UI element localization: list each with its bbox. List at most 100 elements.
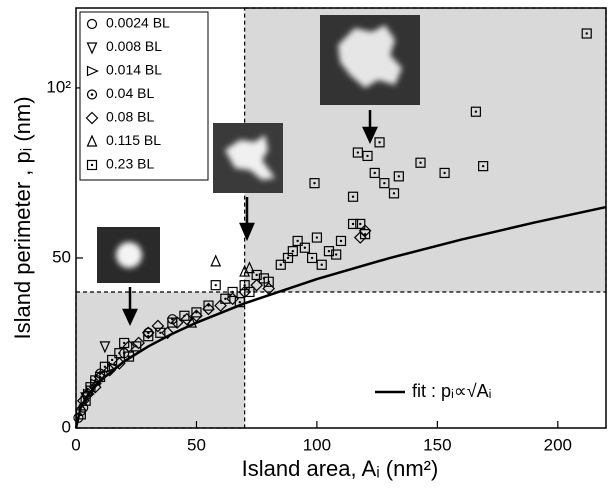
marker-shape xyxy=(388,188,400,199)
marker-shape xyxy=(123,351,135,362)
point xyxy=(99,341,111,354)
point xyxy=(478,161,489,172)
point xyxy=(99,361,111,372)
point xyxy=(234,297,245,308)
legend-box xyxy=(79,11,209,181)
point xyxy=(80,395,91,406)
point xyxy=(202,302,215,316)
marker-shape xyxy=(359,229,371,240)
marker-dot xyxy=(356,151,360,154)
marker-shape xyxy=(86,18,98,30)
marker-shape xyxy=(239,264,251,277)
marker-shape xyxy=(478,161,489,172)
marker-dot xyxy=(351,222,355,226)
marker-dot xyxy=(585,32,588,35)
marker-dot xyxy=(267,280,270,283)
point xyxy=(180,312,194,326)
point xyxy=(123,351,135,362)
marker-shape xyxy=(287,246,298,257)
marker-dot xyxy=(84,399,87,402)
point xyxy=(191,307,202,318)
point xyxy=(369,167,380,179)
marker-shape xyxy=(203,300,214,311)
marker-dot xyxy=(443,171,446,175)
point xyxy=(244,286,255,298)
marker-shape xyxy=(179,310,190,321)
marker-dot xyxy=(296,239,299,243)
marker-shape xyxy=(167,317,178,328)
marker-dot xyxy=(79,413,83,416)
point xyxy=(203,300,214,311)
point xyxy=(374,137,385,148)
marker-shape xyxy=(379,178,390,189)
marker-shape xyxy=(244,261,255,274)
point xyxy=(141,326,155,340)
point xyxy=(161,326,174,340)
marker-dot xyxy=(327,249,331,253)
marker-shape xyxy=(581,28,592,39)
marker-dot xyxy=(313,181,316,185)
point xyxy=(275,259,286,270)
marker-shape xyxy=(415,157,426,168)
marker-shape xyxy=(107,354,118,366)
marker-dot xyxy=(474,110,478,113)
point xyxy=(362,150,373,162)
marker-shape xyxy=(210,280,221,291)
inset-image xyxy=(320,15,420,105)
point xyxy=(347,191,359,202)
marker-shape xyxy=(103,363,117,377)
marker-dot xyxy=(103,365,107,368)
marker-dot xyxy=(320,263,323,266)
marker-shape xyxy=(227,286,238,298)
marker-shape xyxy=(234,297,245,308)
x-tick-label: 150 xyxy=(423,435,451,454)
point xyxy=(355,218,366,230)
point xyxy=(309,178,320,189)
marker-shape xyxy=(316,259,327,270)
marker-shape xyxy=(439,167,450,179)
marker-dot xyxy=(183,314,186,317)
point xyxy=(103,363,117,377)
marker-dot xyxy=(359,222,362,226)
point xyxy=(415,157,426,168)
marker-dot xyxy=(243,283,246,287)
marker-dot xyxy=(334,253,338,256)
point xyxy=(186,315,198,328)
marker-dot xyxy=(118,351,121,355)
point xyxy=(316,259,327,270)
marker-shape xyxy=(85,111,99,125)
point xyxy=(190,309,203,323)
point xyxy=(155,327,166,338)
marker-dot xyxy=(363,232,367,236)
marker-shape xyxy=(143,331,154,342)
marker-shape xyxy=(78,402,89,413)
marker-shape xyxy=(86,159,98,171)
point xyxy=(167,317,178,328)
legend-label: 0.04 BL xyxy=(106,85,154,101)
marker-dot xyxy=(279,263,282,266)
point xyxy=(359,229,371,240)
legend-marker xyxy=(86,42,98,55)
legend-marker xyxy=(86,134,98,147)
point xyxy=(239,264,251,277)
point xyxy=(470,106,482,117)
marker-shape xyxy=(86,134,98,147)
point xyxy=(581,28,592,39)
marker-shape xyxy=(73,412,84,423)
point xyxy=(210,280,221,291)
marker-shape xyxy=(309,178,320,189)
x-axis-label: Island area, Aᵢ (nm²) xyxy=(242,456,439,481)
y-axis-label: Island perimeter , pᵢ (nm) xyxy=(10,96,35,339)
marker-dot xyxy=(291,249,295,253)
marker-shape xyxy=(335,235,347,247)
point xyxy=(393,171,404,182)
point xyxy=(119,337,130,349)
marker-shape xyxy=(352,147,363,158)
marker-shape xyxy=(155,327,166,338)
point xyxy=(251,269,262,281)
marker-shape xyxy=(86,65,99,77)
point xyxy=(379,178,390,189)
legend-label: 0.23 BL xyxy=(106,156,154,172)
